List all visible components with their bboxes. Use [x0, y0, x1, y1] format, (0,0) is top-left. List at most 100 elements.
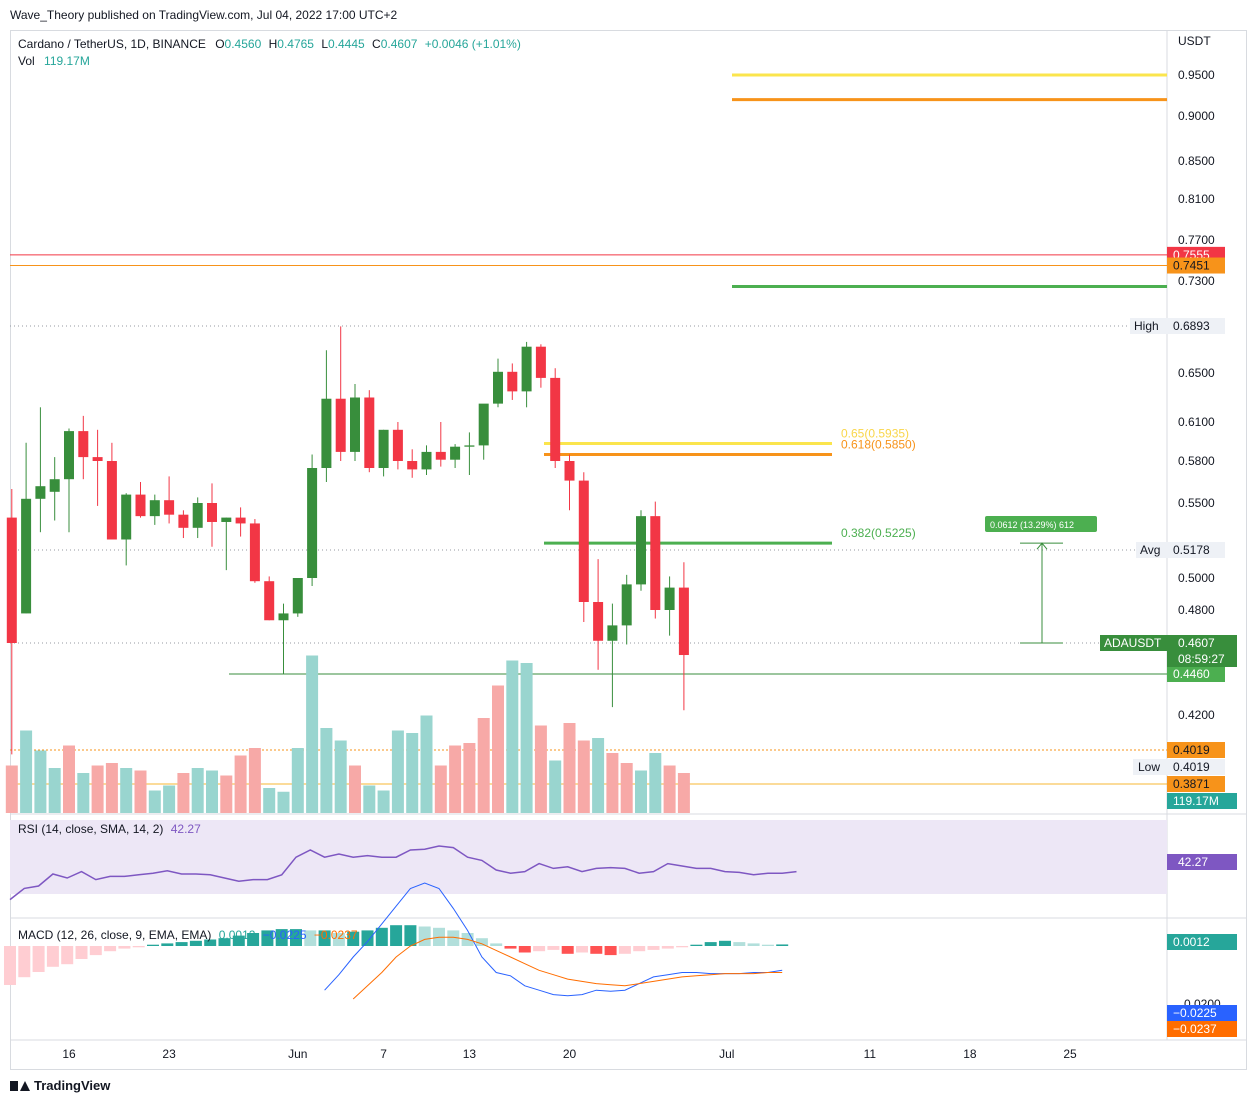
macd-hist-bar — [447, 930, 460, 946]
macd-hist-bar — [4, 946, 16, 985]
macd-hist-bar — [418, 926, 431, 946]
macd-hist-bar — [375, 927, 388, 946]
candle-body — [335, 398, 346, 452]
macd-hist-bar — [46, 946, 59, 967]
volume-bar — [63, 745, 75, 813]
macd-hist-bar — [647, 946, 660, 950]
candle-body — [392, 429, 403, 461]
macd-hist-bar — [147, 944, 159, 946]
volume-bar — [5, 765, 18, 813]
macd-hist-badge-bg — [1167, 934, 1237, 950]
legend-o: 0.4560 — [224, 37, 262, 51]
legend-symbol[interactable]: Cardano / TetherUS, 1D, BINANCE — [18, 37, 206, 51]
candle-body — [521, 346, 532, 392]
level-badge-04460: 0.4460 — [1173, 667, 1210, 681]
rsi-line — [9, 845, 797, 901]
price-tick-label: 0.9500 — [1178, 68, 1215, 82]
rsi-title-text: RSI (14, close, SMA, 14, 2) — [18, 822, 164, 836]
macd-hist-bar — [218, 938, 231, 946]
macd-hist-bar — [347, 931, 360, 946]
macd-hist-bar — [618, 946, 631, 954]
legend-c: 0.4607 — [380, 37, 418, 51]
macd-hist-bar — [733, 942, 746, 946]
rsi-badge-bg — [1167, 854, 1237, 870]
price-tick-label: 0.5800 — [1178, 454, 1215, 468]
candle-body — [378, 429, 389, 468]
signal-line — [352, 936, 783, 1000]
level-badge-04019-bg — [1167, 742, 1225, 758]
macd-hist-bar — [75, 946, 88, 959]
volume-bar — [120, 768, 133, 813]
legend-change: +0.0046 (+1.01%) — [424, 37, 521, 51]
macd-hist-bar — [390, 925, 403, 946]
candle-body — [178, 514, 189, 528]
level-badge-07451: 0.7451 — [1173, 259, 1210, 273]
ticker-tag-label: ADAUSDT — [1104, 636, 1162, 650]
low-tag-bg — [1133, 759, 1167, 775]
macd-hist-bar — [533, 946, 546, 952]
price-tick-label: 0.6500 — [1178, 366, 1215, 380]
footer-brand[interactable]: TradingView — [10, 1078, 110, 1093]
volume-bar — [20, 730, 33, 813]
candle-body — [464, 445, 475, 447]
legend: Cardano / TetherUS, 1D, BINANCE O0.4560 … — [18, 36, 521, 70]
time-tick-label: 7 — [380, 1047, 387, 1061]
candle-body — [92, 457, 103, 461]
volume-badge-bg — [1167, 793, 1237, 809]
candle-body — [636, 516, 646, 585]
macd-hist-bar — [204, 939, 217, 946]
price-tick-label: 0.9000 — [1178, 109, 1215, 123]
candle-body — [164, 500, 175, 515]
level-badge-07451-bg — [1167, 257, 1225, 274]
candle-body — [550, 377, 561, 461]
candle-body — [564, 461, 575, 481]
macd-title[interactable]: MACD (12, 26, close, 9, EMA, EMA) 0.0012… — [18, 928, 358, 942]
macd-hist-bar — [361, 930, 374, 946]
volume-bar — [48, 768, 61, 813]
volume-bar — [177, 773, 190, 813]
level-badge-04019: 0.4019 — [1173, 743, 1210, 757]
macd-hist-bar — [32, 946, 45, 972]
legend-vol: 119.17M — [44, 54, 90, 68]
volume-bar — [91, 765, 104, 813]
volume-bar — [220, 775, 233, 813]
macd-hist-bar — [275, 929, 288, 946]
last-price-badge-bg — [1167, 635, 1237, 667]
volume-bar — [148, 790, 161, 813]
candle-body — [364, 397, 375, 468]
high-badge-bg — [1167, 318, 1225, 334]
macd-hist-bar — [247, 933, 260, 946]
macd-hist-bar — [304, 930, 317, 946]
candle-body — [121, 494, 132, 540]
candle-body — [106, 461, 117, 540]
low-tag-label: Low — [1138, 760, 1160, 774]
time-tick-label: 25 — [1063, 1047, 1077, 1061]
volume-bar — [163, 785, 176, 813]
macd-hist-bar — [633, 946, 646, 952]
volume-bar — [105, 763, 118, 813]
macd-hist-bar — [118, 946, 131, 949]
candle-body — [49, 479, 60, 492]
price-tick-label: 0.8100 — [1178, 192, 1215, 206]
macd-hist-bar — [776, 944, 789, 946]
macd-hist-bar — [104, 946, 117, 952]
candle-body — [192, 503, 203, 528]
macd-hist-bar — [475, 938, 488, 946]
legend-l-label: L — [321, 37, 328, 51]
volume-bar — [663, 765, 676, 813]
candle-body — [321, 398, 332, 468]
price-tick-label: 0.8500 — [1178, 154, 1215, 168]
macd-title-text: MACD (12, 26, close, 9, EMA, EMA) — [18, 928, 212, 942]
candle-body — [264, 581, 275, 621]
volume-bar — [477, 718, 490, 813]
rsi-title[interactable]: RSI (14, close, SMA, 14, 2) 42.27 — [18, 822, 201, 836]
macd-hist-bar — [747, 943, 760, 946]
low-badge-bg — [1167, 759, 1225, 775]
avg-badge: 0.5178 — [1173, 543, 1210, 557]
macd-hist-bar — [704, 942, 717, 946]
candle-body — [135, 494, 146, 517]
candle-body — [621, 584, 632, 626]
volume-bar — [534, 725, 547, 813]
fib-target-label: 0.618(0.5850) — [841, 438, 916, 452]
